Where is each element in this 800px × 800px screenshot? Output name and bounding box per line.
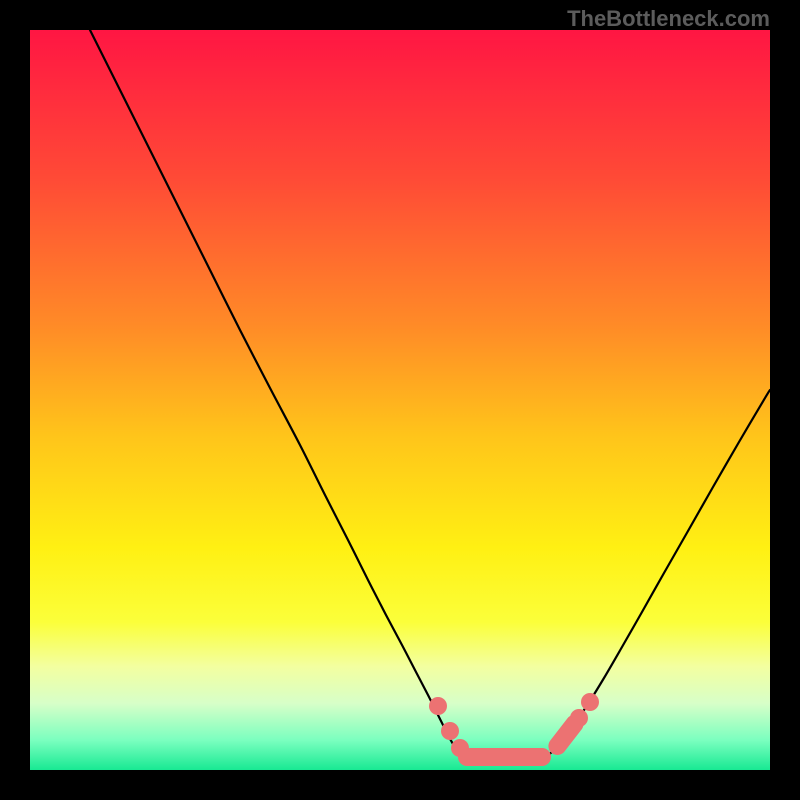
data-marker-capsule xyxy=(458,748,551,766)
curve-right xyxy=(546,390,770,757)
curve-layer xyxy=(0,0,800,800)
data-marker xyxy=(441,722,459,740)
stage: TheBottleneck.com xyxy=(0,0,800,800)
data-marker xyxy=(581,693,599,711)
watermark-text: TheBottleneck.com xyxy=(567,6,770,32)
data-marker xyxy=(429,697,447,715)
curve-left xyxy=(90,30,468,757)
